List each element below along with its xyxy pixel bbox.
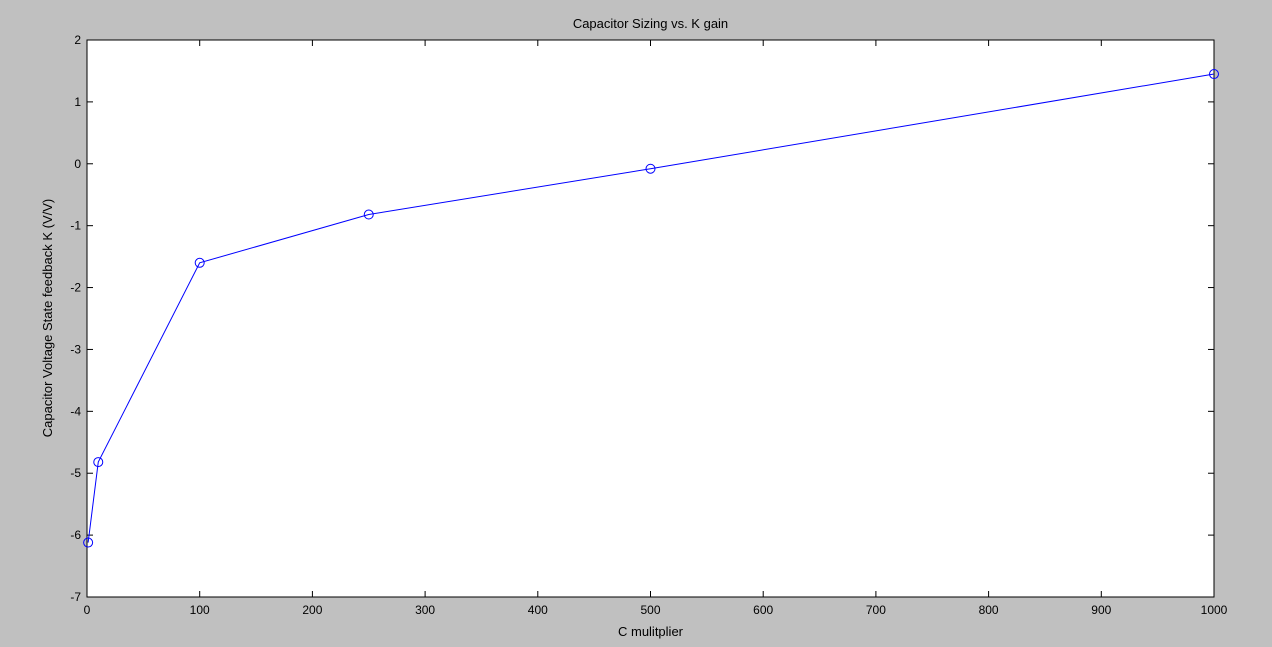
y-tick-label: 2 — [74, 33, 81, 47]
x-tick-label: 100 — [190, 603, 210, 617]
x-tick-label: 200 — [302, 603, 322, 617]
x-tick-label: 700 — [866, 603, 886, 617]
x-tick-label: 800 — [979, 603, 999, 617]
data-point — [1209, 69, 1219, 80]
y-tick-label: -3 — [70, 342, 81, 356]
y-tick-label: 0 — [74, 157, 81, 171]
tick-marks — [86, 39, 1215, 598]
x-tick-label: 600 — [753, 603, 773, 617]
x-axis-label: C mulitplier — [618, 624, 684, 639]
x-tick-labels: 0 100 200 300 400 500 600 700 800 900 1000 — [84, 603, 1228, 617]
y-tick-label: -5 — [70, 466, 81, 480]
x-tick-label: 300 — [415, 603, 435, 617]
y-tick-label: -6 — [70, 528, 81, 542]
y-tick-label: -1 — [70, 219, 81, 233]
y-tick-label: -4 — [70, 404, 81, 418]
plot-area — [86, 39, 1215, 598]
x-tick-label: 900 — [1091, 603, 1111, 617]
x-tick-label: 400 — [528, 603, 548, 617]
y-axis-label: Capacitor Voltage State feedback K (V/V) — [40, 199, 55, 437]
data-point — [645, 163, 656, 174]
y-tick-label: -7 — [70, 590, 81, 604]
x-tick-label: 1000 — [1201, 603, 1228, 617]
data-point — [194, 257, 205, 268]
y-tick-label: 1 — [74, 95, 81, 109]
series-line — [87, 73, 1215, 543]
y-tick-label: -2 — [70, 281, 81, 295]
chart-title: Capacitor Sizing vs. K gain — [573, 16, 728, 31]
data-markers — [83, 69, 1219, 548]
data-point — [363, 209, 374, 220]
x-tick-label: 500 — [640, 603, 660, 617]
x-tick-label: 0 — [84, 603, 91, 617]
data-point — [93, 457, 104, 468]
data-point — [83, 537, 94, 548]
y-tick-labels: 2 1 0 -1 -2 -3 -4 -5 -6 -7 — [70, 33, 81, 604]
